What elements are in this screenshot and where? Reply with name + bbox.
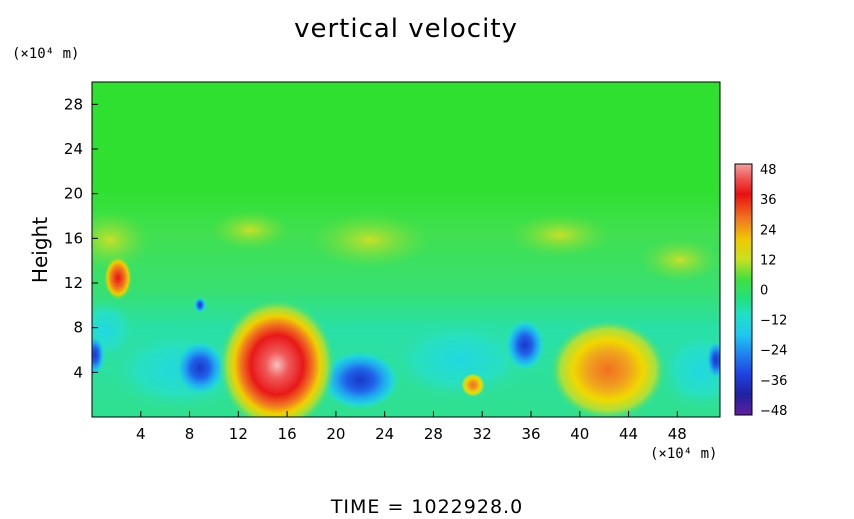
yellow-patch [510,213,610,257]
updraft-cell [461,373,485,397]
plot-frame [91,81,721,418]
downdraft-cell [92,335,105,375]
strong-updraft-cell [219,299,335,417]
colorbar-label: 36 [760,193,777,208]
x-axis-unit: (×10⁴ m) [650,446,718,462]
colorbar [734,163,753,416]
downdraft-cell [174,340,226,396]
colorbar-label: −12 [760,314,787,329]
y-tick-label: 20 [64,185,83,203]
updraft-cell [104,256,132,300]
x-tick-label: 28 [424,425,443,443]
x-tick-label: 24 [375,425,394,443]
x-tick-label: 20 [326,425,345,443]
cyan-patch [92,300,135,360]
colorbar-label: 12 [760,253,777,268]
x-tick-label: 32 [473,425,492,443]
y-tick-label: 28 [64,95,83,113]
x-tick-label: 4 [136,425,146,443]
colorbar-label: 24 [760,223,777,238]
x-tick-label: 48 [668,425,687,443]
downdraft-cell [320,350,400,410]
downdraft-cell [194,297,206,313]
colorbar-label: 48 [760,163,777,178]
colorbar-label: 0 [760,284,768,299]
downdraft-cell [706,340,720,380]
yellow-patch [310,212,430,268]
cyan-patch [660,330,720,410]
y-tick-label: 24 [64,140,83,158]
chart-title: vertical velocity [294,14,518,44]
updraft-cell [550,320,666,417]
y-tick-label: 4 [73,363,83,381]
y-axis-label: Height [28,217,52,283]
x-tick-label: 44 [619,425,638,443]
yellow-patch [640,238,720,282]
x-tick-label: 12 [229,425,248,443]
colorbar-label: −24 [760,344,787,359]
y-tick-label: 16 [64,229,83,247]
colorbar-label: −36 [760,374,787,389]
colorbar-label: −48 [760,404,787,419]
colorbar-labels: 48 36 24 12 0 −12 −24 −36 −48 [760,163,787,419]
y-axis-unit: (×10⁴ m) [12,46,80,62]
x-axis: 4 8 12 16 20 24 28 32 36 40 44 48 [136,411,687,443]
x-tick-label: 16 [278,425,297,443]
velocity-field [92,82,720,417]
y-tick-label: 8 [73,319,83,337]
x-tick-label: 36 [521,425,540,443]
y-tick-label: 12 [64,274,83,292]
yellow-patch [210,210,290,250]
x-tick-label: 8 [185,425,195,443]
cyan-patch [390,320,530,400]
downdraft-cell [505,319,545,371]
time-label: TIME = 1022928.0 [330,496,524,518]
x-tick-label: 40 [570,425,589,443]
y-axis: 4 8 12 16 20 24 28 [64,95,98,381]
yellow-patch [92,210,150,270]
